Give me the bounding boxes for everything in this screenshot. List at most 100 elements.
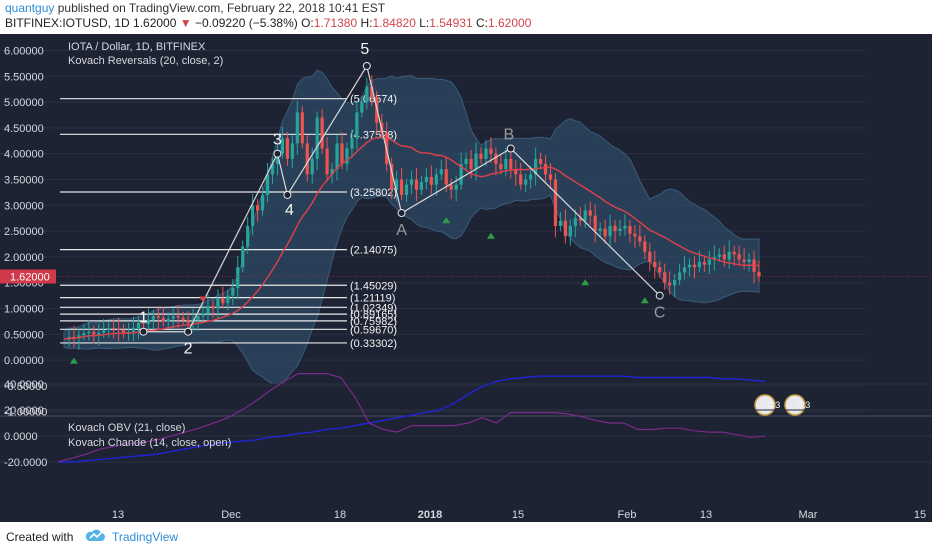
reversal-up-marker	[581, 279, 590, 286]
candle-body	[315, 117, 319, 159]
author-link[interactable]: quantguy	[5, 1, 55, 15]
candle-body	[365, 86, 369, 103]
price-tick-label: 4.00000	[4, 149, 44, 161]
wave-point	[273, 149, 282, 158]
main-legend-title: IOTA / Dollar, 1D, BITFINEX	[68, 41, 206, 53]
reversal-up-marker	[442, 217, 451, 224]
price-tick-label: 3.00000	[4, 200, 44, 212]
candle-body	[404, 184, 409, 195]
high-label: H:	[360, 16, 373, 30]
candle-body	[320, 117, 324, 149]
candle-body	[588, 210, 592, 216]
wave-label: 4	[285, 202, 294, 219]
close-value: 1.62000	[487, 16, 532, 30]
publish-line: quantguy published on TradingView.com, F…	[5, 1, 385, 15]
candle-body	[509, 158, 513, 170]
candle-body	[370, 86, 374, 97]
candle-body	[275, 153, 280, 165]
candle-body	[260, 194, 265, 211]
candle-body	[489, 148, 493, 154]
time-tick-label: Mar	[799, 509, 818, 521]
down-arrow-icon: ▼	[179, 16, 192, 30]
candle-body	[221, 298, 225, 304]
obv-line	[58, 375, 766, 463]
candle-body	[712, 256, 716, 260]
candle-body	[87, 331, 91, 334]
candle-body	[151, 316, 155, 320]
symbol-label: BITFINEX:IOTUSD, 1D	[5, 16, 130, 30]
chart-canvas[interactable]: (5.06574)(4.37528)(3.25802)(2.14075)(1.4…	[0, 34, 932, 522]
candle-body	[628, 225, 632, 234]
current-price-tag	[0, 269, 56, 284]
price-tick-label: 5.50000	[4, 71, 44, 83]
wave-label: A	[396, 222, 407, 239]
wave-point	[362, 61, 371, 70]
wave-label: B	[503, 127, 514, 144]
candle-body	[241, 246, 245, 268]
candle-body	[231, 287, 235, 296]
candle-body	[186, 319, 190, 323]
candle-body	[285, 138, 289, 159]
tradingview-brand[interactable]: TradingView	[112, 530, 179, 544]
fib-label: (0.33302)	[350, 338, 397, 350]
candle-body	[747, 259, 751, 263]
low-label: L:	[419, 16, 430, 30]
price-tick-label: -0.50000	[4, 381, 47, 393]
reversal-up-marker	[640, 297, 649, 304]
candle-body	[399, 179, 404, 195]
candle-body	[270, 164, 275, 175]
fib-label: (1.45029)	[350, 280, 397, 292]
candle-body	[300, 112, 304, 144]
candle-body	[727, 251, 731, 260]
chart-area[interactable]: (5.06574) (4.37528) (3.25802) (2.14075) (1.4…	[0, 34, 932, 522]
chart-header: quantguy published on TradingView.com, F…	[0, 0, 932, 34]
candle-body	[459, 164, 463, 185]
candle-body	[265, 174, 270, 195]
candle-body	[434, 174, 438, 185]
price-tick-label: 3.50000	[4, 175, 44, 187]
chande-legend: Kovach Chande (14, close, open)	[68, 437, 231, 449]
candle-body	[648, 251, 652, 263]
candle-body	[737, 254, 741, 260]
reversal-up-marker	[486, 232, 495, 239]
fib-label: (0.89165)	[350, 309, 397, 321]
candle-body	[598, 228, 602, 232]
fib-label: (1.21119)	[350, 293, 395, 305]
indicator-legend: Kovach Reversals (20, close, 2)	[68, 55, 223, 67]
wave-label: 5	[360, 41, 369, 58]
time-tick-label: 15	[512, 509, 524, 521]
price-change: −0.09220 (−5.38%)	[195, 16, 298, 30]
sub-tick-label: -20.0000	[4, 457, 47, 469]
wave-point	[655, 291, 664, 300]
candle-body	[330, 169, 334, 175]
candle-body	[131, 328, 136, 332]
candle-body	[504, 158, 508, 170]
sub-tick-label: 0.0000	[4, 431, 38, 443]
candle-body	[499, 164, 503, 170]
price-tick-label: 5.00000	[4, 97, 44, 109]
wave-label: 1	[139, 310, 148, 327]
candle-body	[519, 174, 523, 185]
candle-body	[414, 179, 419, 190]
candle-body	[469, 158, 473, 170]
candle-body	[97, 332, 101, 335]
wave-label: 3	[273, 132, 282, 149]
candle-body	[112, 328, 116, 330]
open-value: 1.71380	[313, 16, 358, 30]
candle-body	[514, 169, 518, 175]
price-tick-label: 2.00000	[4, 252, 44, 264]
wave-point	[184, 327, 193, 336]
candle-body	[92, 331, 96, 335]
fib-label: (3.25802)	[350, 187, 397, 199]
candle-body	[603, 228, 607, 237]
price-tick-label: 6.00000	[4, 46, 44, 58]
candle-body	[568, 225, 572, 237]
candle-body	[464, 158, 468, 165]
candle-body	[732, 251, 736, 255]
current-price-label: 1.62000	[10, 272, 50, 284]
candle-body	[578, 218, 582, 221]
candle-body	[474, 153, 478, 170]
flag-badge-label: 4:3	[798, 400, 811, 410]
candle-body	[211, 305, 215, 309]
candle-body	[171, 316, 175, 319]
